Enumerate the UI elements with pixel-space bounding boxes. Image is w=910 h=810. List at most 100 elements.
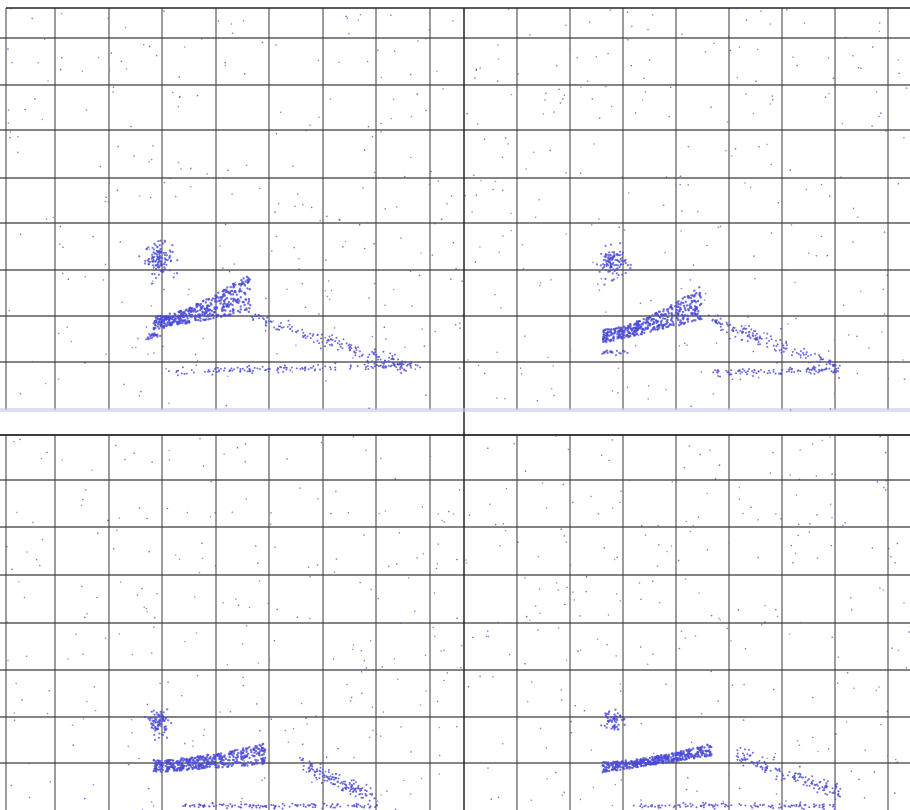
scatter-point [369, 805, 372, 808]
scatter-point [324, 336, 327, 339]
scatter-point [151, 264, 154, 267]
scatter-point [213, 308, 216, 311]
scatter-point [177, 161, 180, 164]
scatter-point [675, 301, 678, 304]
scatter-point [828, 791, 831, 793]
scatter-point [199, 756, 202, 759]
scatter-point [670, 313, 674, 316]
scatter-point [727, 805, 730, 808]
scatter-point [656, 328, 659, 331]
scatter-point [690, 741, 693, 744]
scatter-point [707, 314, 710, 317]
scatter-point [265, 324, 267, 327]
scatter-point [714, 803, 717, 806]
scatter-point [247, 300, 251, 303]
scatter-point [336, 803, 339, 805]
scatter-point [620, 779, 622, 781]
scatter-point [151, 253, 154, 256]
scatter-point [228, 750, 232, 753]
scatter-point [348, 32, 350, 35]
scatter-point [324, 365, 327, 368]
scatter-point [799, 449, 801, 451]
scatter-point [197, 315, 201, 319]
scatter-point [290, 325, 293, 328]
scatter-point [696, 299, 700, 303]
scatter-point [813, 805, 816, 808]
scatter-point [258, 314, 261, 317]
scatter-point [719, 325, 722, 328]
scatter-point [264, 320, 267, 322]
scatter-point [82, 498, 84, 501]
scatter-point [165, 736, 169, 739]
scatter-point [833, 339, 836, 342]
scatter-point [365, 790, 368, 792]
scatter-point [857, 66, 860, 69]
scatter-point [659, 315, 662, 318]
scatter-point [534, 216, 537, 219]
scatter-point [837, 790, 840, 793]
scatter-point [373, 171, 376, 174]
scatter-point [150, 722, 153, 725]
scatter-point [158, 732, 161, 735]
scatter-point [741, 759, 744, 762]
scatter-point [613, 558, 616, 561]
scatter-point [896, 761, 899, 763]
scatter-point [266, 316, 269, 319]
scatter-point [350, 785, 353, 788]
scatter-point [251, 754, 254, 757]
scatter-point [675, 377, 677, 379]
scatter-point [734, 335, 737, 338]
scatter-point [318, 313, 320, 315]
scatter-point [393, 365, 396, 367]
scatter-point [647, 385, 650, 387]
scatter-point [719, 375, 721, 378]
scatter-point [611, 390, 614, 392]
scatter-point [311, 334, 314, 337]
scatter-point [826, 793, 829, 796]
scatter-point [720, 329, 722, 332]
scatter-point [754, 805, 757, 808]
scatter-point [302, 768, 305, 771]
scatter-point [685, 788, 688, 791]
scatter-point [532, 151, 535, 154]
scatter-point [816, 791, 819, 794]
scatter-point [517, 73, 520, 75]
scatter-point [684, 803, 687, 806]
scatter-point [151, 334, 154, 337]
scatter-point [769, 472, 772, 474]
scatter-point [163, 261, 167, 264]
scatter-point [604, 712, 607, 715]
scatter-point [281, 802, 284, 805]
scatter-point [268, 658, 271, 661]
scatter-point [485, 635, 488, 638]
scatter-point [393, 658, 396, 660]
scatter-point [820, 368, 823, 371]
scatter-point [606, 716, 609, 720]
scatter-point [688, 445, 691, 447]
scatter-point [717, 321, 720, 324]
scatter-point [241, 758, 244, 761]
scatter-point [196, 94, 199, 97]
scatter-point [655, 320, 658, 323]
scatter-point [784, 805, 787, 808]
scatter-point [110, 52, 113, 54]
scatter-point [639, 758, 643, 761]
scatter-point [876, 480, 879, 483]
scatter-point [277, 371, 280, 374]
scatter-point [238, 299, 241, 302]
scatter-point [270, 512, 272, 514]
scatter-point [414, 363, 417, 366]
scatter-point [226, 286, 229, 289]
scatter-point [603, 283, 606, 286]
scatter-point [583, 710, 586, 712]
scatter-point [213, 300, 217, 303]
scatter-point [163, 240, 167, 243]
scatter-point [229, 285, 232, 289]
scatter-point [741, 371, 743, 374]
scatter-point [275, 235, 278, 238]
scatter-point [789, 409, 792, 411]
scatter-point [695, 313, 698, 316]
scatter-point [666, 307, 670, 311]
scatter-point [319, 763, 322, 766]
scatter-point [760, 10, 762, 12]
